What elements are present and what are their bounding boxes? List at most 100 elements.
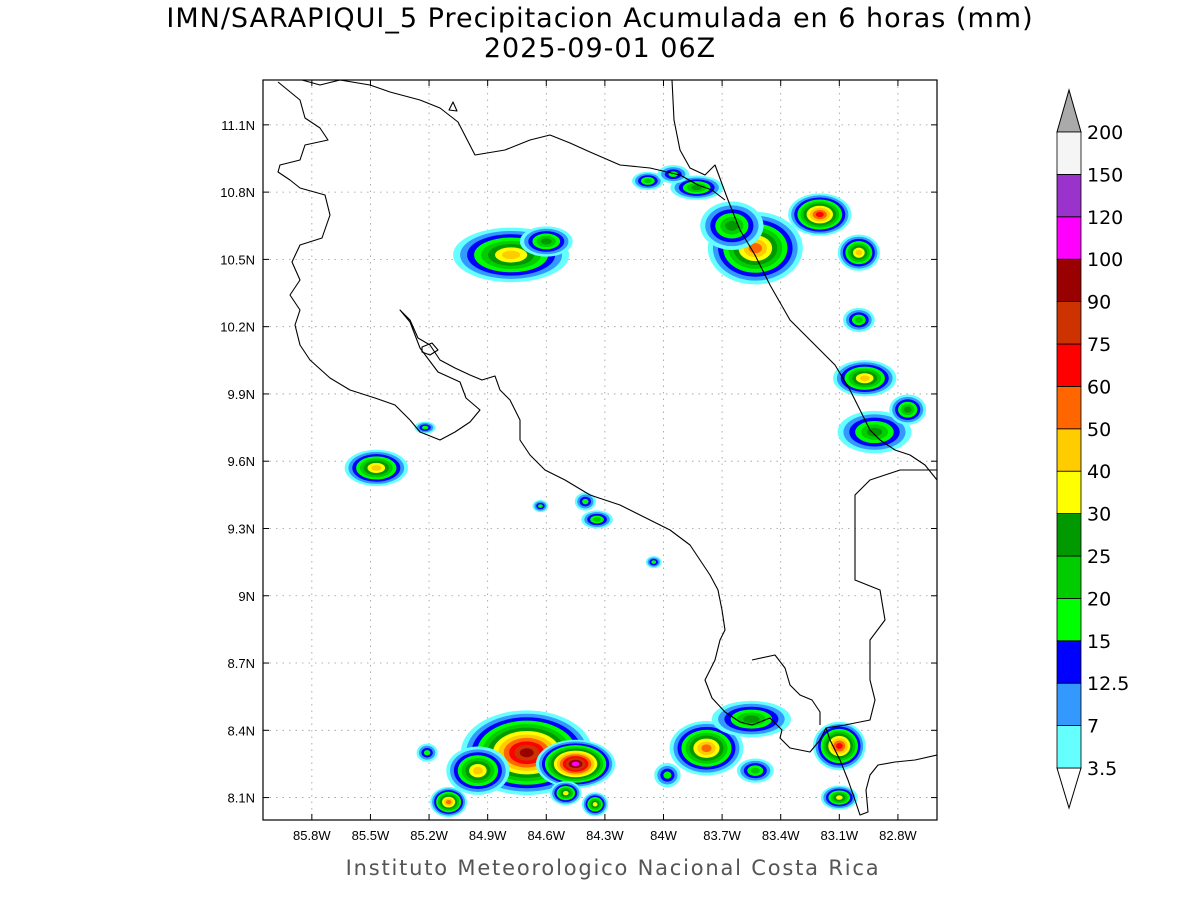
- contour-level: [651, 560, 657, 564]
- colorbar-segment: [1056, 513, 1082, 557]
- contour-level: [701, 744, 712, 753]
- precip-cell: [519, 226, 573, 257]
- precip-cell: [430, 786, 468, 818]
- precipitation-field: [344, 165, 927, 818]
- nicoya-peninsula-coast: [399, 309, 827, 753]
- lake-island: [448, 101, 458, 112]
- contour-level: [743, 715, 760, 723]
- colorbar-label: 75: [1087, 334, 1111, 356]
- contour-level: [643, 178, 652, 184]
- precip-cell: [581, 510, 613, 529]
- contour-level: [562, 790, 569, 796]
- precip-cell: [889, 394, 927, 425]
- x-tick-label: 83.7W: [703, 828, 741, 843]
- contour-level: [835, 742, 843, 750]
- colorbar-label: 3.5: [1087, 758, 1117, 780]
- contour-level: [815, 211, 824, 218]
- precip-cell: [657, 165, 690, 184]
- gulf-island: [421, 342, 439, 356]
- colorbar: 3.5 7 12.5 15 20 25 30 40 50 60 75 90 100 120 150 200: [1056, 88, 1129, 810]
- contour-level: [423, 749, 431, 756]
- precip-cell: [833, 360, 897, 397]
- colorbar-segment: [1056, 216, 1082, 260]
- colorbar-label: 15: [1087, 631, 1111, 653]
- colorbar-label: 7: [1087, 716, 1099, 738]
- map-title: IMN/SARAPIQUI_5 Precipitacion Acumulada …: [166, 3, 1034, 34]
- colorbar-segment: [1056, 598, 1082, 642]
- precip-cell: [416, 743, 438, 762]
- contour-level: [582, 498, 589, 505]
- x-tick-label: 84.3W: [586, 828, 624, 843]
- colorbar-label: 100: [1087, 249, 1123, 271]
- precip-cell: [788, 193, 852, 236]
- colorbar-segment: [1056, 470, 1082, 515]
- precip-cell: [446, 746, 510, 795]
- nicaragua-coastline: [277, 81, 411, 421]
- precip-cell: [670, 175, 724, 200]
- plot-frame: [262, 79, 938, 821]
- contour-level: [691, 185, 703, 191]
- colorbar-label: 50: [1087, 419, 1111, 441]
- caribbean-coastline: [671, 80, 937, 481]
- y-tick-label: 9.3N: [228, 521, 255, 536]
- colorbar-segment: [1056, 682, 1082, 727]
- contour-level: [836, 795, 843, 800]
- precip-cell: [654, 763, 681, 788]
- colorbar-label: 20: [1087, 588, 1111, 610]
- precip-cell: [532, 500, 549, 513]
- x-tick-label: 84.6W: [527, 828, 565, 843]
- colorbar-segment: [1056, 385, 1082, 430]
- colorbar-label: 120: [1087, 207, 1123, 229]
- colorbar-label: 30: [1087, 504, 1111, 526]
- contour-level: [540, 238, 552, 245]
- precip-cell: [711, 700, 791, 738]
- contour-level: [593, 517, 601, 522]
- x-tick-label: 83.4W: [762, 828, 800, 843]
- contour-level: [371, 465, 382, 471]
- contour-level: [725, 220, 739, 231]
- coastlines-borders: [277, 80, 937, 816]
- colorbar-segment: [1056, 725, 1082, 769]
- panama-inland-border: [751, 654, 821, 725]
- colorbar-segment: [1056, 640, 1082, 684]
- precip-cell: [736, 758, 774, 783]
- colorbar-segment: [1056, 131, 1082, 175]
- footer-credit: Instituto Meteorologico Nacional Costa R…: [345, 856, 881, 880]
- contour-level: [519, 748, 534, 758]
- x-tick-label: 84.9W: [469, 828, 507, 843]
- x-tick-label: 85.5W: [352, 828, 390, 843]
- x-tick-label: 82.8W: [879, 828, 917, 843]
- y-tick-label: 8.1N: [228, 791, 255, 806]
- contour-level: [866, 427, 883, 437]
- colorbar-label: 200: [1087, 122, 1123, 144]
- colorbar-segment: [1056, 258, 1082, 303]
- precip-cell: [837, 410, 912, 454]
- x-tick-label: 83.1W: [821, 828, 859, 843]
- colorbar-under-triangle: [1056, 767, 1082, 810]
- precip-cell: [700, 201, 764, 250]
- precip-cell: [632, 171, 664, 190]
- precip-cell: [812, 721, 866, 771]
- precip-cell: [645, 556, 662, 569]
- x-tick-label: 84W: [650, 828, 677, 843]
- contour-level: [592, 802, 598, 807]
- nicaragua-border: [301, 80, 726, 201]
- colorbar-label: 60: [1087, 376, 1111, 398]
- colorbar-label: 25: [1087, 546, 1111, 568]
- contour-level: [750, 767, 760, 774]
- colorbar-segment: [1056, 555, 1082, 599]
- contour-level: [472, 766, 483, 775]
- precip-cell: [820, 785, 858, 810]
- colorbar-label: 150: [1087, 164, 1123, 186]
- colorbar-segment: [1056, 343, 1082, 387]
- precip-cell: [837, 234, 880, 271]
- precip-cell: [549, 780, 582, 806]
- panama-border: [825, 469, 937, 816]
- y-tick-label: 11.1N: [221, 118, 255, 133]
- y-tick-label: 10.2N: [220, 320, 255, 335]
- y-tick-label: 9N: [238, 589, 255, 604]
- colorbar-label: 40: [1087, 461, 1111, 483]
- contour-level: [663, 771, 672, 779]
- map-subtitle-datetime: 2025-09-01 06Z: [483, 33, 717, 64]
